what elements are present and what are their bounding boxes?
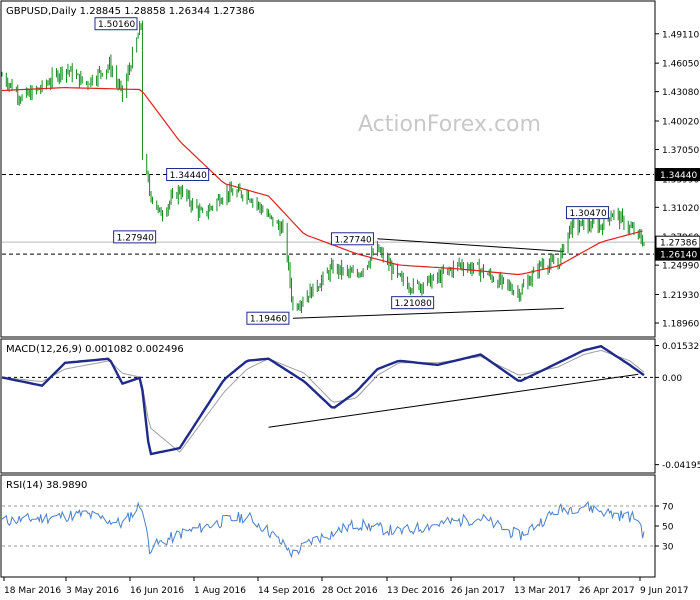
price-level-tag-label: 1.34440 (660, 171, 697, 181)
price-tick-label: 1.37050 (662, 146, 699, 156)
watermark: ActionForex.com (358, 112, 541, 137)
macd-tick-label: -0.041957 (662, 461, 700, 471)
annotation-label: 1.30470 (569, 209, 606, 219)
macd-signal-line (1, 349, 645, 453)
moving-average-line (1, 86, 643, 276)
rsi-axis: 70 50 30 (2, 503, 674, 553)
price-tick-label: 1.46050 (662, 60, 699, 70)
rsi-panel: RSI(14) 38.9890 70 50 30 (0, 474, 674, 578)
macd-label: MACD(12,26,9) 0.001082 0.002496 (6, 344, 184, 355)
date-tick-label: 13 Mar 2017 (514, 586, 571, 596)
macd-panel: MACD(12,26,9) 0.001082 0.002496 0.015325… (0, 338, 700, 474)
macd-trendline (268, 373, 639, 428)
annotation-box (94, 17, 138, 31)
annotation-label: 1.50160 (98, 20, 135, 30)
rsi-label: RSI(14) 38.9890 (6, 480, 87, 491)
annotation-label: 1.27740 (334, 235, 371, 245)
price-trendline (292, 307, 564, 319)
price-level-tag-label: 1.26140 (660, 251, 697, 261)
date-tick-label: 3 May 2016 (66, 586, 119, 596)
price-annotations: 1.50160 1.34440 1.27940 1.19460 1.27740 1.210… (94, 17, 609, 325)
annotation-label: 1.19460 (250, 315, 287, 325)
date-tick-label: 1 Aug 2016 (194, 586, 246, 596)
macd-tick-label: 0.015325 (662, 342, 700, 352)
date-tick-label: 13 Dec 2016 (387, 586, 445, 596)
rsi-tick-label: 50 (662, 523, 674, 533)
annotation-label: 1.34440 (170, 171, 207, 181)
annotation-box (565, 206, 609, 220)
price-level-tag (655, 168, 700, 182)
price-axis: 1.491101.460501.430801.400201.370501.339… (655, 30, 699, 330)
date-axis: 18 Mar 2016 3 May 2016 16 Jun 2016 1 Aug 20… (3, 577, 688, 596)
price-axis-tags: 1.34440 1.26140 1.27386 (655, 168, 700, 261)
price-tick-label: 1.21930 (662, 291, 699, 301)
price-tick-label: 1.40020 (662, 117, 699, 127)
rsi-tick-label: 30 (662, 543, 674, 553)
date-tick-label: 16 Jun 2016 (130, 586, 184, 596)
date-tick-label: 18 Mar 2016 (4, 586, 61, 596)
annotation-box (391, 296, 435, 310)
date-tick-label: 26 Apr 2017 (579, 586, 635, 596)
macd-axis: 0.015325 0.00 -0.041957 (2, 342, 700, 471)
chart-header: GBPUSD,Daily 1.28845 1.28858 1.26344 1.2… (6, 6, 255, 17)
macd-line (1, 344, 645, 456)
price-tick-label: 1.43080 (662, 88, 699, 98)
price-panel: GBPUSD,Daily 1.28845 1.28858 1.26344 1.2… (0, 0, 700, 338)
rsi-line (1, 500, 645, 559)
annotation-box (246, 311, 290, 325)
date-tick-label: 26 Jan 2017 (451, 586, 505, 596)
price-tick-label: 1.18960 (662, 320, 699, 330)
date-tick-label: 28 Oct 2016 (322, 586, 378, 596)
annotation-box (166, 168, 210, 182)
price-trendline (377, 238, 564, 252)
price-tick-label: 1.49110 (662, 30, 699, 40)
price-tick-label: 1.31020 (662, 204, 699, 214)
date-tick-label: 9 Jun 2017 (640, 586, 688, 596)
date-tick-label: 14 Sep 2016 (258, 586, 315, 596)
price-trendlines (292, 238, 564, 319)
annotation-label: 1.21080 (395, 299, 432, 309)
price-level-tag (655, 235, 700, 249)
rsi-tick-label: 70 (662, 503, 674, 513)
annotation-box (113, 230, 157, 244)
annotation-label: 1.27940 (117, 233, 154, 243)
price-level-tag-label: 1.27386 (660, 239, 697, 249)
macd-tick-label: 0.00 (662, 374, 682, 384)
annotation-box (330, 232, 374, 246)
horizontal-levels (2, 174, 654, 255)
price-tick-label: 1.24990 (662, 262, 699, 272)
